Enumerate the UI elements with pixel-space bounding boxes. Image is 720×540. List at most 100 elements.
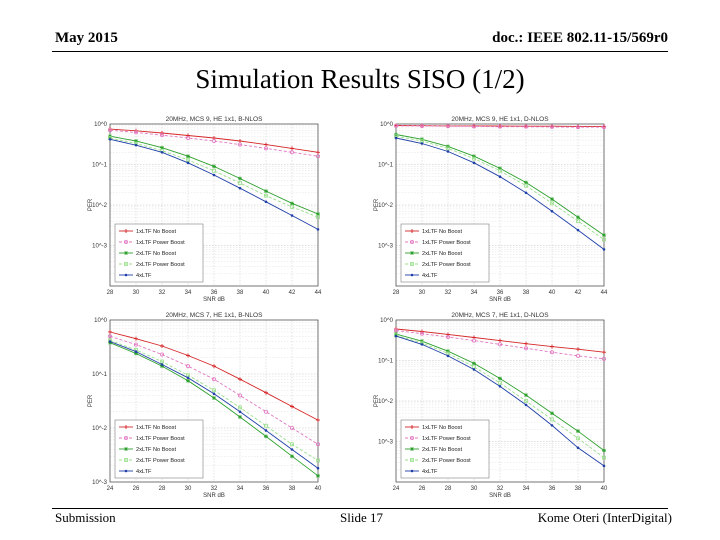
legend-marker <box>410 251 414 255</box>
data-point <box>107 128 112 133</box>
legend-marker <box>410 458 414 462</box>
y-tick-label: 10^0 <box>380 318 393 324</box>
data-point <box>394 136 398 140</box>
header-doc-id: doc.: IEEE 802.11-15/569r0 <box>492 30 668 46</box>
data-point <box>289 150 294 155</box>
data-point <box>576 436 580 441</box>
x-tick-label: 36 <box>263 486 270 492</box>
legend-label: 1xLTF No Boost <box>136 229 176 235</box>
data-point <box>107 334 112 339</box>
series-1xltf-power-boost <box>393 328 606 361</box>
data-point <box>498 168 502 173</box>
chart-title: 20MHz, MCS 9, HE 1x1, B-NLOS <box>166 116 263 123</box>
data-point <box>160 145 164 150</box>
legend-label: 1xLTF No Boost <box>422 229 462 235</box>
series-4xltf <box>394 334 606 468</box>
data-point <box>316 418 320 423</box>
plot-frame <box>109 319 319 483</box>
data-point <box>186 136 191 141</box>
series-1xltf-power-boost <box>107 334 320 447</box>
y-tick-label: 10^-3 <box>378 244 393 250</box>
data-point <box>134 143 138 147</box>
legend-marker <box>124 458 128 462</box>
data-point <box>290 201 294 206</box>
legend: 1xLTF No Boost 1xLTF Power Boost 2xLTF No … <box>400 223 490 283</box>
data-point <box>524 341 528 346</box>
data-point <box>134 351 138 356</box>
legend-label: 1xLTF No Boost <box>422 425 462 431</box>
data-point <box>472 338 477 343</box>
data-point <box>134 350 138 353</box>
data-point <box>160 364 164 369</box>
data-point <box>160 151 164 154</box>
x-axis-label: SNR dB <box>203 297 225 303</box>
y-tick-label: 10^-3 <box>92 480 107 486</box>
x-tick-label: 24 <box>107 486 114 492</box>
legend-label: 2xLTF No Boost <box>422 447 462 453</box>
data-point <box>472 161 476 165</box>
data-point <box>549 124 554 129</box>
footer-rule <box>52 508 668 509</box>
x-tick-label: 32 <box>159 290 166 296</box>
data-point <box>550 417 554 422</box>
series-4xltf <box>394 136 606 251</box>
data-point <box>264 423 268 428</box>
x-tick-label: 34 <box>185 290 192 296</box>
legend-marker <box>124 469 128 473</box>
data-point <box>394 334 398 338</box>
data-point <box>575 353 580 358</box>
data-point <box>290 454 294 459</box>
data-point <box>523 124 528 129</box>
data-point <box>446 349 450 354</box>
data-point <box>446 354 450 358</box>
data-point <box>186 157 190 162</box>
data-point <box>472 154 476 159</box>
data-point <box>420 343 424 346</box>
x-tick-label: 32 <box>497 486 504 492</box>
series-1xltf-no-boost <box>394 326 606 355</box>
data-point <box>264 434 268 439</box>
data-point <box>549 350 554 355</box>
legend-label: 4xLTF <box>136 469 152 475</box>
data-point <box>601 125 606 130</box>
data-point <box>498 380 502 385</box>
data-point <box>498 166 502 171</box>
legend-label: 2xLTF No Boost <box>422 251 462 257</box>
x-tick-label: 28 <box>159 486 166 492</box>
y-tick-label: 10^0 <box>94 122 107 128</box>
legend-marker <box>410 262 414 266</box>
legend-label: 2xLTF Power Boost <box>136 458 185 464</box>
data-point <box>576 219 580 224</box>
data-point <box>602 448 606 453</box>
legend-label: 2xLTF No Boost <box>136 251 176 257</box>
x-tick-label: 36 <box>497 290 504 296</box>
x-tick-label: 38 <box>237 290 244 296</box>
x-tick-label: 42 <box>289 290 296 296</box>
x-tick-label: 32 <box>445 290 452 296</box>
x-tick-label: 30 <box>185 486 192 492</box>
series-1xltf-no-boost <box>108 329 320 423</box>
data-point <box>602 464 606 468</box>
data-point <box>602 455 606 460</box>
x-tick-label: 40 <box>549 290 556 296</box>
x-tick-label: 30 <box>419 290 426 296</box>
data-point <box>212 388 216 393</box>
data-point <box>160 359 164 364</box>
series-1xltf-power-boost <box>393 123 606 130</box>
x-tick-label: 36 <box>549 486 556 492</box>
legend-label: 4xLTF <box>422 273 438 279</box>
chart-title: 20MHz, MCS 9, HE 1x1, D-NLOS <box>451 116 549 123</box>
data-point <box>290 146 294 151</box>
y-tick-label: 10^-1 <box>92 163 107 169</box>
data-point <box>602 233 606 238</box>
data-point <box>264 142 268 147</box>
data-point <box>550 209 554 213</box>
series-line <box>109 335 319 445</box>
series-line <box>395 330 605 360</box>
data-point <box>263 409 268 414</box>
data-point <box>550 197 554 202</box>
legend: 1xLTF No Boost 1xLTF Power Boost 2xLTF No … <box>114 223 204 283</box>
legend-label: 2xLTF Power Boost <box>136 262 185 268</box>
legend-label: 1xLTF Power Boost <box>422 436 471 442</box>
chart-panel-mcs7-d-nlos: 20MHz, MCS 7, HE 1x1, D-NLOS 24 26 28 30 32 34… <box>368 308 616 504</box>
